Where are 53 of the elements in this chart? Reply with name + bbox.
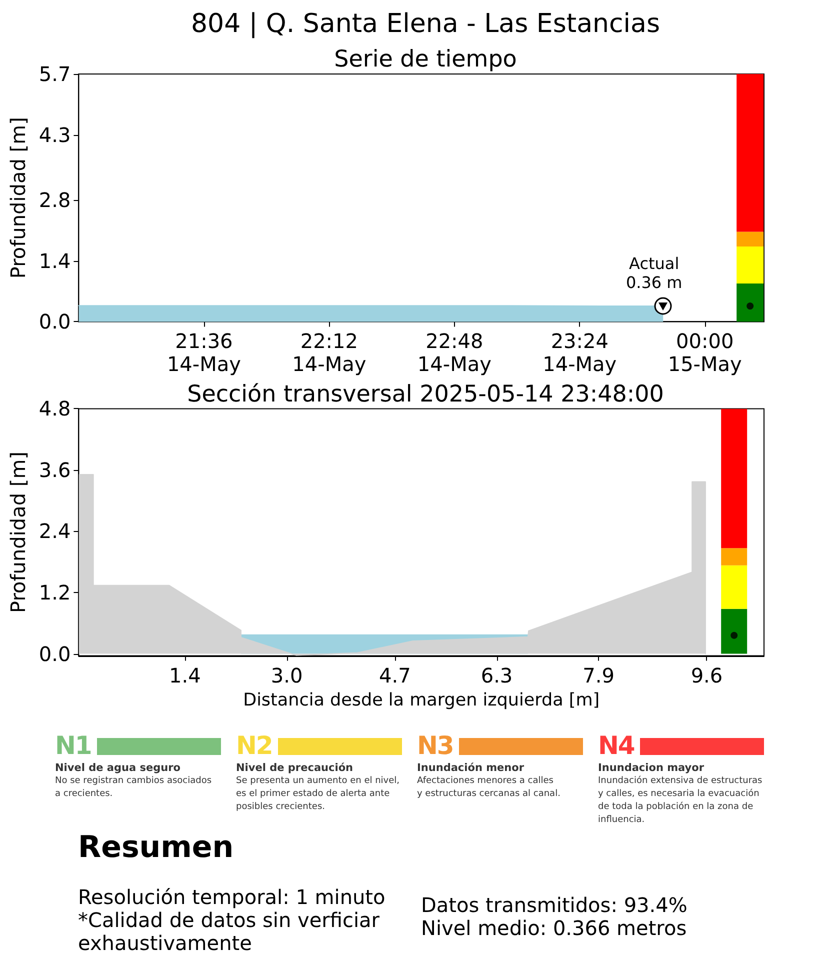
chart-title: 804 | Q. Santa Elena - Las Estancias bbox=[191, 9, 660, 39]
text: Afectaciones menores a calles y estructuras cercanas al canal. bbox=[417, 775, 562, 801]
bar bbox=[721, 608, 748, 654]
x-tick-label: 23:24 14-May bbox=[542, 329, 617, 376]
annotation: Actual 0.36 m bbox=[626, 254, 682, 292]
y-tick-label: 2.4 bbox=[38, 519, 71, 544]
chart-subtitle: Serie de tiempo bbox=[334, 46, 517, 72]
bar bbox=[736, 74, 764, 232]
x-tick-label: 22:48 14-May bbox=[417, 329, 492, 376]
category-label: N2 bbox=[236, 731, 272, 760]
x-tick-label: 1.4 bbox=[169, 663, 201, 688]
bar bbox=[736, 283, 764, 322]
x-tick-label: 9.6 bbox=[690, 663, 723, 688]
text: Resolución temporal: 1 minuto bbox=[78, 885, 386, 909]
chart-title: Sección transversal 2025-05-14 23:48:00 bbox=[187, 382, 664, 408]
x-tick-label: 00:00 15-May bbox=[668, 329, 742, 376]
y-tick-label: 2.8 bbox=[38, 188, 71, 212]
text: Inundación extensiva de estructuras y calles, es necesaria la evacuación de toda la población en la zona de influencia. bbox=[598, 775, 764, 827]
y-axis-title: Profundidad [m] bbox=[6, 117, 30, 279]
y-tick-label: 3.6 bbox=[38, 458, 71, 482]
bar bbox=[721, 408, 748, 548]
text: Inundacion mayor bbox=[598, 761, 706, 775]
x-tick-label: 22:12 14-May bbox=[292, 329, 366, 376]
text: Resumen bbox=[78, 830, 235, 866]
x-axis-title: Distancia desde la margen izquierda [m] bbox=[243, 690, 600, 711]
text: Se presenta un aumento en el nivel, es el primer estado de alerta ante posibles crecientes. bbox=[236, 775, 401, 814]
category-label: N3 bbox=[417, 731, 454, 760]
y-tick-label: 5.7 bbox=[38, 62, 71, 86]
text: *Calidad de datos sin verficiar exhaustivamente bbox=[78, 908, 381, 955]
y-tick-label: 4.3 bbox=[38, 122, 71, 147]
text: No se registran cambios asociados a crecientes. bbox=[55, 775, 213, 801]
bar bbox=[721, 548, 748, 566]
y-tick-label: 1.2 bbox=[38, 580, 71, 604]
y-axis-title: Profundidad [m] bbox=[6, 452, 30, 613]
bar bbox=[721, 565, 748, 609]
y-tick-label: 0.0 bbox=[38, 310, 71, 334]
category-label: N4 bbox=[598, 731, 634, 760]
x-tick-label: 6.3 bbox=[480, 663, 513, 688]
x-tick-label: 3.0 bbox=[270, 663, 303, 688]
text: Nivel medio: 0.366 metros bbox=[421, 916, 688, 940]
x-tick-label: 7.9 bbox=[582, 663, 614, 688]
text: Nivel de agua seguro bbox=[55, 761, 182, 775]
text: Inundación menor bbox=[417, 761, 526, 775]
text: Datos transmitidos: 93.4% bbox=[421, 892, 688, 916]
y-tick-label: 0.0 bbox=[38, 642, 71, 666]
y-tick-label: 4.8 bbox=[38, 396, 71, 421]
text: Nivel de precaución bbox=[236, 761, 354, 775]
y-tick-label: 1.4 bbox=[38, 248, 71, 273]
category-label: N1 bbox=[55, 731, 92, 760]
x-tick-label: 21:36 14-May bbox=[166, 329, 242, 376]
bar bbox=[736, 232, 764, 247]
x-tick-label: 4.7 bbox=[379, 663, 411, 688]
bar bbox=[736, 246, 764, 284]
